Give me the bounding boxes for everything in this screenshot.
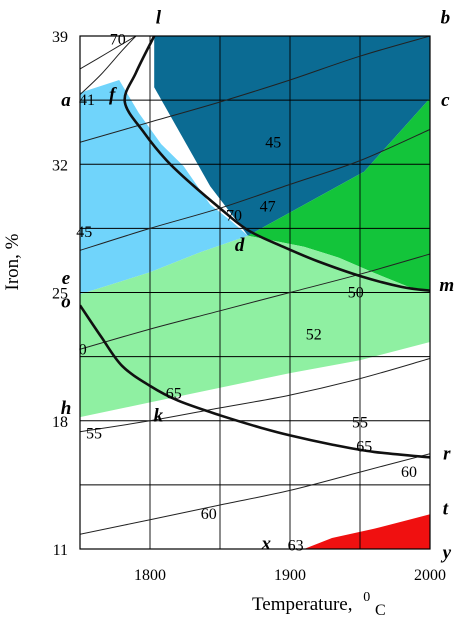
- contour-70-top: [80, 36, 137, 70]
- point-label-y: y: [441, 543, 452, 564]
- contour-label: 70: [110, 32, 126, 49]
- contour-labels-layer: 70 41 45 45 70 47 50 52 0 65 55 55 65 60 60 63: [76, 32, 417, 555]
- point-label-m: m: [439, 275, 454, 296]
- point-label-d: d: [235, 235, 245, 256]
- contour-50: [80, 253, 430, 350]
- contour-label: 55: [86, 426, 102, 443]
- contour-label: 45: [265, 134, 281, 151]
- y-tick-labels: 11 18 25 32 39: [52, 29, 68, 559]
- contour-label: 45: [76, 224, 92, 241]
- point-label-c: c: [441, 90, 450, 111]
- y-tick-label: 39: [52, 29, 68, 46]
- contour-label: 52: [306, 327, 322, 344]
- contour-label: 65: [166, 385, 182, 402]
- plot-frame: [79, 35, 431, 550]
- curve-l-m: [123, 36, 430, 292]
- region-light-green: [80, 235, 430, 418]
- region-red: [304, 514, 430, 549]
- y-tick-label: 32: [52, 157, 68, 174]
- grid-layer: [80, 36, 430, 549]
- point-label-t: t: [443, 499, 449, 520]
- point-label-f: f: [109, 85, 117, 106]
- point-label-o: o: [61, 292, 71, 313]
- point-labels-layer: l b f a c d e m o h k r x t y: [61, 8, 454, 564]
- contour-label: 55: [352, 415, 368, 432]
- x-tick-label: 2000: [414, 567, 446, 584]
- contour-47: [80, 128, 430, 251]
- bold-curves-layer: [80, 36, 430, 459]
- contour-55: [80, 358, 430, 433]
- x-axis-label: Temperature, 0 C: [252, 585, 386, 619]
- point-label-k: k: [154, 405, 164, 426]
- point-label-b: b: [441, 8, 451, 29]
- y-tick-label: 25: [52, 286, 68, 303]
- y-tick-label: 18: [52, 414, 68, 431]
- x-axis-label-text: Temperature,: [252, 594, 352, 615]
- regions-layer: [80, 36, 430, 549]
- contour-label: 65: [356, 438, 372, 455]
- contour-label: 63: [288, 537, 304, 554]
- region-dark-blue: [154, 36, 430, 236]
- x-tick-labels: 1800 1900 2000: [134, 567, 446, 584]
- point-label-r: r: [443, 444, 451, 465]
- contour-60: [80, 453, 430, 535]
- contour-label: 70: [226, 208, 242, 225]
- contour-label: 41: [79, 92, 95, 109]
- region-light-blue: [80, 80, 248, 295]
- contour-label: 60: [401, 464, 417, 481]
- point-label-a: a: [61, 90, 71, 111]
- x-axis-unit-sup: 0: [363, 590, 370, 605]
- point-label-l: l: [156, 8, 162, 29]
- thin-contours-layer: [80, 36, 430, 535]
- contour-45: [80, 36, 430, 143]
- x-tick-label: 1800: [134, 567, 166, 584]
- contour-41: [80, 36, 137, 95]
- x-axis-unit-sub: C: [375, 602, 386, 619]
- point-label-h: h: [61, 398, 72, 419]
- point-label-x: x: [260, 534, 271, 555]
- y-axis-label: Iron, %: [2, 233, 23, 290]
- contour-label: 60: [201, 506, 217, 523]
- contour-label: 0: [79, 341, 87, 358]
- contour-label: 47: [260, 198, 276, 215]
- point-label-e: e: [62, 268, 71, 289]
- contour-label: 50: [348, 285, 364, 302]
- region-green: [248, 98, 430, 291]
- curve-o-r: [80, 304, 430, 459]
- x-tick-label: 1900: [274, 567, 306, 584]
- y-tick-label: 11: [53, 542, 68, 559]
